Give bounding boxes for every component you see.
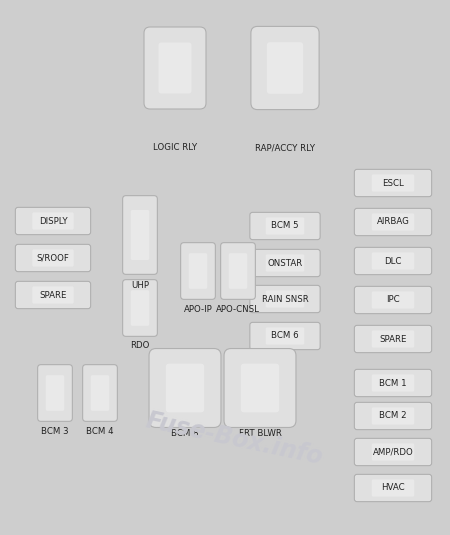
FancyBboxPatch shape	[32, 286, 74, 303]
Text: BCM 2: BCM 2	[379, 411, 407, 421]
FancyBboxPatch shape	[354, 369, 432, 396]
FancyBboxPatch shape	[38, 365, 72, 422]
FancyBboxPatch shape	[15, 244, 90, 272]
FancyBboxPatch shape	[354, 475, 432, 502]
FancyBboxPatch shape	[354, 286, 432, 314]
FancyBboxPatch shape	[241, 364, 279, 412]
Text: UHP: UHP	[131, 280, 149, 289]
FancyBboxPatch shape	[372, 374, 414, 392]
FancyBboxPatch shape	[131, 290, 149, 326]
FancyBboxPatch shape	[91, 375, 109, 411]
FancyBboxPatch shape	[166, 364, 204, 412]
FancyBboxPatch shape	[266, 217, 304, 234]
FancyBboxPatch shape	[250, 212, 320, 240]
Text: HVAC: HVAC	[381, 484, 405, 493]
FancyBboxPatch shape	[372, 331, 414, 348]
Text: ESCL: ESCL	[382, 179, 404, 187]
FancyBboxPatch shape	[354, 247, 432, 274]
FancyBboxPatch shape	[372, 292, 414, 309]
FancyBboxPatch shape	[189, 253, 207, 289]
FancyBboxPatch shape	[372, 174, 414, 192]
FancyBboxPatch shape	[250, 285, 320, 312]
FancyBboxPatch shape	[123, 280, 158, 337]
FancyBboxPatch shape	[220, 243, 255, 300]
Text: BCM 5: BCM 5	[271, 221, 299, 231]
Text: AMP/RDO: AMP/RDO	[373, 447, 414, 456]
Text: SPARE: SPARE	[379, 334, 407, 343]
FancyBboxPatch shape	[372, 213, 414, 231]
FancyBboxPatch shape	[266, 327, 304, 345]
FancyBboxPatch shape	[372, 479, 414, 496]
FancyBboxPatch shape	[354, 208, 432, 235]
FancyBboxPatch shape	[123, 196, 158, 274]
Text: Fuse-Box.info: Fuse-Box.info	[143, 408, 325, 469]
FancyBboxPatch shape	[372, 253, 414, 270]
Text: ONSTAR: ONSTAR	[267, 258, 302, 268]
FancyBboxPatch shape	[266, 291, 304, 308]
FancyBboxPatch shape	[15, 208, 90, 235]
Text: BCM 3: BCM 3	[41, 427, 69, 437]
FancyBboxPatch shape	[251, 26, 319, 110]
FancyBboxPatch shape	[372, 408, 414, 425]
Text: RDO: RDO	[130, 340, 150, 349]
FancyBboxPatch shape	[354, 170, 432, 197]
Text: LOGIC RLY: LOGIC RLY	[153, 143, 197, 152]
Text: BCM 8: BCM 8	[171, 429, 199, 438]
Text: RAP/ACCY RLY: RAP/ACCY RLY	[255, 143, 315, 152]
FancyBboxPatch shape	[32, 212, 74, 230]
FancyBboxPatch shape	[158, 42, 192, 94]
Text: BCM 1: BCM 1	[379, 378, 407, 387]
Text: IPC: IPC	[386, 295, 400, 304]
FancyBboxPatch shape	[229, 253, 247, 289]
Text: S/ROOF: S/ROOF	[36, 254, 69, 263]
FancyBboxPatch shape	[266, 255, 304, 272]
FancyBboxPatch shape	[267, 42, 303, 94]
Text: BCM 4: BCM 4	[86, 427, 114, 437]
FancyBboxPatch shape	[250, 323, 320, 350]
Text: RAIN SNSR: RAIN SNSR	[261, 294, 308, 303]
FancyBboxPatch shape	[354, 325, 432, 353]
FancyBboxPatch shape	[32, 249, 74, 266]
FancyBboxPatch shape	[250, 249, 320, 277]
Text: BCM 6: BCM 6	[271, 332, 299, 340]
FancyBboxPatch shape	[46, 375, 64, 411]
Text: FRT BLWR: FRT BLWR	[238, 429, 281, 438]
FancyBboxPatch shape	[354, 438, 432, 465]
FancyBboxPatch shape	[144, 27, 206, 109]
FancyBboxPatch shape	[354, 402, 432, 430]
Text: DLC: DLC	[384, 256, 402, 265]
Text: APO-CNSL: APO-CNSL	[216, 305, 260, 315]
FancyBboxPatch shape	[131, 210, 149, 260]
Text: AIRBAG: AIRBAG	[377, 218, 410, 226]
FancyBboxPatch shape	[15, 281, 90, 309]
Text: APO-IP: APO-IP	[184, 305, 212, 315]
FancyBboxPatch shape	[224, 348, 296, 427]
FancyBboxPatch shape	[372, 444, 414, 461]
FancyBboxPatch shape	[149, 348, 221, 427]
Text: SPARE: SPARE	[39, 291, 67, 300]
FancyBboxPatch shape	[180, 243, 216, 300]
Text: DISPLY: DISPLY	[39, 217, 68, 225]
FancyBboxPatch shape	[83, 365, 117, 422]
